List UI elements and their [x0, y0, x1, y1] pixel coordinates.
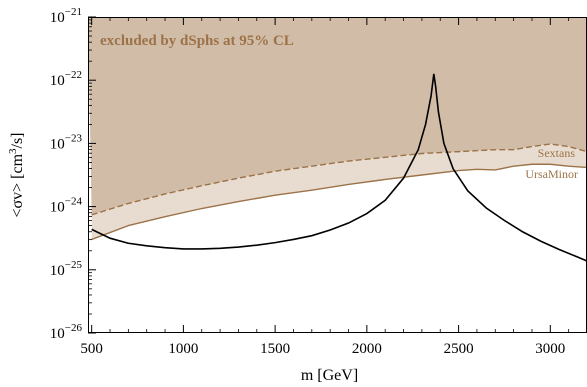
- y-tick-label: 10−25: [50, 259, 83, 279]
- y-axis-title: <σv> [cm3/s]: [7, 132, 26, 217]
- legend-label-sextans: Sextans: [538, 146, 576, 160]
- x-tick-label: 1500: [260, 341, 290, 357]
- excluded-region: [88, 17, 587, 215]
- plot-area: [88, 17, 587, 262]
- series-line-model-curve: [91, 73, 587, 262]
- y-axis-title-main: <σv> [cm: [9, 153, 26, 217]
- y-tick-label: 10−21: [50, 6, 82, 26]
- y-tick-label: 10−22: [50, 69, 82, 89]
- y-axis-title-exponent: 3: [7, 148, 19, 154]
- x-tick-label: 2000: [352, 341, 382, 357]
- y-tick-label: 10−26: [50, 322, 83, 342]
- x-tick-label: 2500: [444, 341, 474, 357]
- x-tick-label: 3000: [535, 341, 565, 357]
- x-axis-ticks: 500 1000 1500 2000 2500 3000: [80, 17, 587, 357]
- y-axis-title-tail: /s]: [9, 132, 26, 148]
- series-line-sextans: [91, 143, 587, 216]
- y-tick-label: 10−24: [50, 196, 83, 216]
- x-tick-label: 1000: [168, 341, 198, 357]
- x-tick-label: 500: [80, 341, 103, 357]
- series-layer: [91, 73, 587, 262]
- x-axis-title: m [GeV]: [301, 367, 358, 384]
- uncertainty-band: [91, 144, 587, 240]
- legend-label-ursaminor: UrsaMinor: [525, 167, 578, 181]
- y-tick-label: 10−23: [50, 132, 83, 152]
- excluded-annotation: excluded by dSphs at 95% CL: [100, 33, 294, 49]
- y-axis-ticks: 10−21 10−22 10−23 10−24 10−25 10−26: [50, 6, 96, 342]
